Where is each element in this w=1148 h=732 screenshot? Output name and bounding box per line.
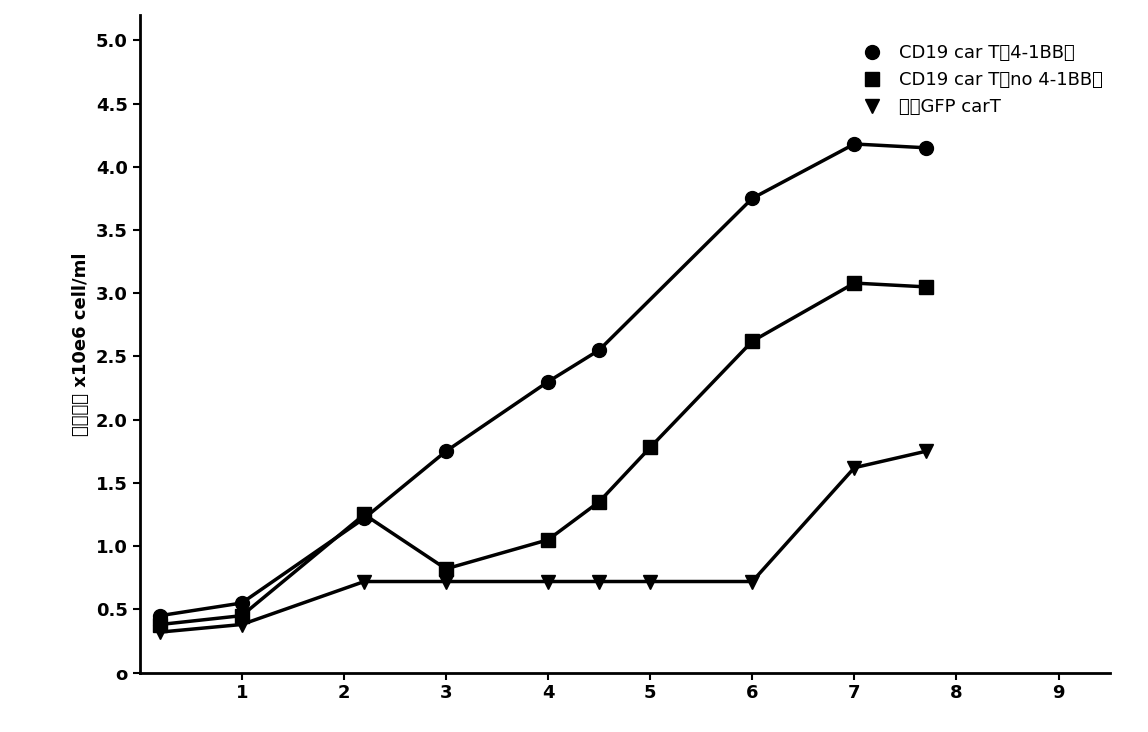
CD19 car T（no 4-1BB）: [918, 283, 932, 291]
CD19 car T（no 4-1BB）: [541, 535, 554, 544]
CD19 car T（4-1BB）: [357, 514, 371, 523]
对照GFP carT: [153, 628, 166, 637]
对照GFP carT: [235, 620, 249, 629]
CD19 car T（4-1BB）: [235, 599, 249, 608]
对照GFP carT: [357, 577, 371, 586]
对照GFP carT: [541, 577, 554, 586]
CD19 car T（no 4-1BB）: [745, 337, 759, 346]
Line: 对照GFP carT: 对照GFP carT: [153, 444, 933, 639]
CD19 car T（4-1BB）: [592, 346, 606, 354]
CD19 car T（4-1BB）: [541, 377, 554, 386]
CD19 car T（no 4-1BB）: [357, 510, 371, 519]
CD19 car T（no 4-1BB）: [847, 279, 861, 288]
对照GFP carT: [439, 577, 452, 586]
CD19 car T（no 4-1BB）: [153, 620, 166, 629]
Line: CD19 car T（4-1BB）: CD19 car T（4-1BB）: [153, 137, 933, 623]
CD19 car T（no 4-1BB）: [439, 564, 452, 573]
CD19 car T（no 4-1BB）: [643, 443, 657, 452]
CD19 car T（4-1BB）: [745, 194, 759, 203]
CD19 car T（4-1BB）: [153, 611, 166, 620]
CD19 car T（4-1BB）: [439, 447, 452, 455]
CD19 car T（4-1BB）: [847, 140, 861, 149]
对照GFP carT: [592, 577, 606, 586]
Line: CD19 car T（no 4-1BB）: CD19 car T（no 4-1BB）: [153, 276, 933, 632]
Y-axis label: 细胞密度 x10e6 cell/ml: 细胞密度 x10e6 cell/ml: [72, 252, 91, 436]
CD19 car T（no 4-1BB）: [592, 498, 606, 507]
对照GFP carT: [847, 463, 861, 472]
对照GFP carT: [643, 577, 657, 586]
CD19 car T（4-1BB）: [918, 143, 932, 152]
Legend: CD19 car T（4-1BB）, CD19 car T（no 4-1BB）, 对照GFP carT: CD19 car T（4-1BB）, CD19 car T（no 4-1BB）,…: [847, 37, 1110, 124]
对照GFP carT: [745, 577, 759, 586]
对照GFP carT: [918, 447, 932, 455]
CD19 car T（no 4-1BB）: [235, 611, 249, 620]
